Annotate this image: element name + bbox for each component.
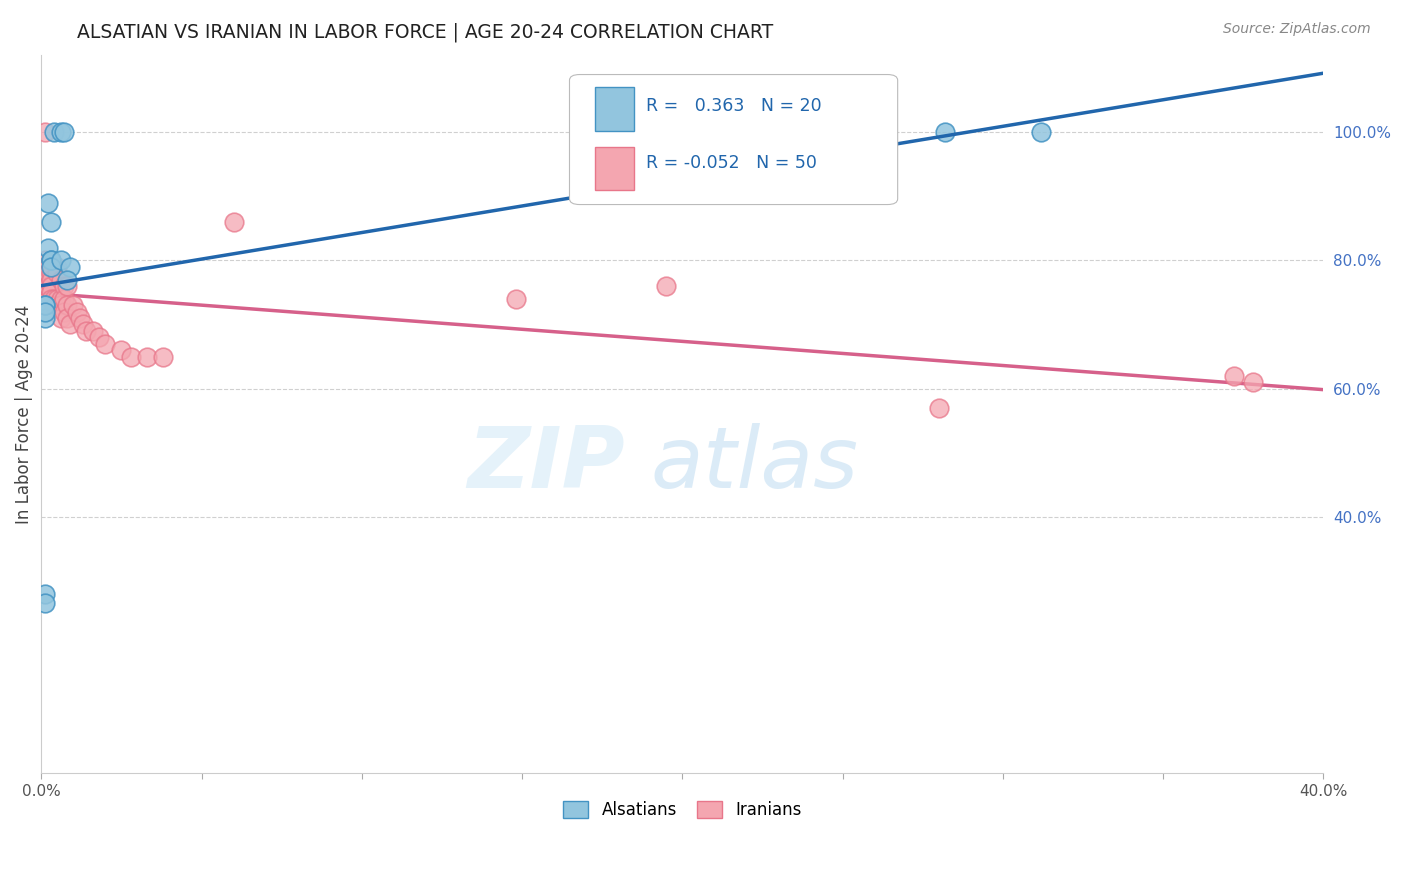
Point: [56, 272, 79, 286]
Point: [44, 125, 66, 139]
Point: [39, 285, 62, 300]
Point: [505, 292, 527, 306]
Point: [37, 195, 59, 210]
Point: [1031, 125, 1053, 139]
Text: R = -0.052   N = 50: R = -0.052 N = 50: [647, 154, 817, 172]
Point: [87, 330, 110, 344]
Point: [37, 260, 59, 274]
Point: [46, 298, 69, 312]
Point: [82, 324, 104, 338]
Point: [37, 266, 59, 280]
Point: [56, 279, 79, 293]
Point: [34, 260, 56, 274]
Point: [34, 266, 56, 280]
Point: [49, 298, 72, 312]
Point: [39, 272, 62, 286]
Point: [59, 318, 82, 332]
Point: [94, 336, 117, 351]
Point: [69, 311, 91, 326]
Point: [1222, 368, 1244, 383]
Point: [49, 253, 72, 268]
Point: [1241, 375, 1264, 389]
Point: [37, 279, 59, 293]
Point: [44, 298, 66, 312]
Text: atlas: atlas: [650, 423, 858, 506]
Point: [222, 215, 245, 229]
Point: [110, 343, 132, 358]
Legend: Alsatians, Iranians: Alsatians, Iranians: [557, 795, 808, 826]
Text: ALSATIAN VS IRANIAN IN LABOR FORCE | AGE 20-24 CORRELATION CHART: ALSATIAN VS IRANIAN IN LABOR FORCE | AGE…: [77, 22, 773, 42]
Text: Source: ZipAtlas.com: Source: ZipAtlas.com: [1223, 22, 1371, 37]
Point: [46, 292, 69, 306]
Point: [49, 125, 72, 139]
Point: [34, 304, 56, 318]
Point: [39, 215, 62, 229]
Point: [120, 350, 142, 364]
Point: [52, 125, 75, 139]
Point: [75, 324, 97, 338]
Point: [37, 260, 59, 274]
Point: [34, 298, 56, 312]
Point: [934, 125, 956, 139]
Point: [72, 318, 94, 332]
Bar: [595, 87, 634, 130]
Text: ZIP: ZIP: [467, 423, 624, 506]
Point: [34, 279, 56, 293]
Point: [62, 298, 84, 312]
Point: [136, 350, 159, 364]
Point: [59, 260, 82, 274]
Point: [39, 253, 62, 268]
Point: [52, 292, 75, 306]
Point: [37, 241, 59, 255]
Point: [37, 266, 59, 280]
Text: R =   0.363   N = 20: R = 0.363 N = 20: [647, 97, 823, 115]
Point: [39, 253, 62, 268]
Point: [56, 298, 79, 312]
Bar: [595, 147, 634, 190]
Point: [152, 350, 174, 364]
Point: [39, 266, 62, 280]
Point: [49, 292, 72, 306]
Point: [34, 311, 56, 326]
Point: [39, 292, 62, 306]
Point: [49, 311, 72, 326]
FancyBboxPatch shape: [569, 75, 897, 204]
Point: [34, 125, 56, 139]
Point: [34, 597, 56, 611]
Point: [39, 260, 62, 274]
Point: [34, 587, 56, 601]
Point: [46, 266, 69, 280]
Point: [34, 253, 56, 268]
Point: [52, 304, 75, 318]
Y-axis label: In Labor Force | Age 20-24: In Labor Force | Age 20-24: [15, 305, 32, 524]
Point: [44, 292, 66, 306]
Point: [49, 272, 72, 286]
Point: [928, 401, 950, 415]
Point: [34, 298, 56, 312]
Point: [52, 279, 75, 293]
Point: [655, 279, 678, 293]
Point: [39, 279, 62, 293]
Point: [56, 311, 79, 326]
Point: [46, 260, 69, 274]
Point: [65, 304, 87, 318]
